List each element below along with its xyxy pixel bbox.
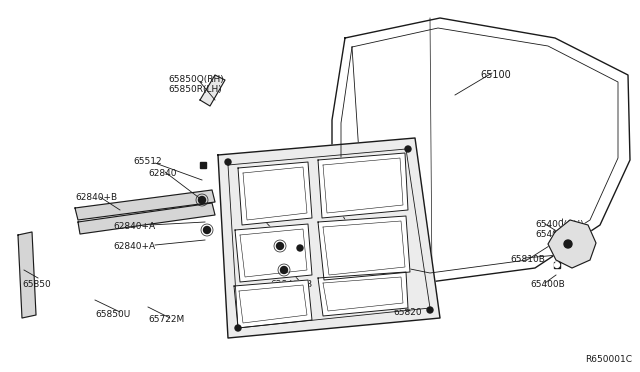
Circle shape	[297, 245, 303, 251]
Text: 62840+A: 62840+A	[113, 222, 155, 231]
Polygon shape	[548, 220, 596, 268]
Polygon shape	[78, 203, 215, 234]
Text: 65400(RH): 65400(RH)	[535, 220, 584, 229]
Polygon shape	[18, 232, 36, 318]
Text: 62840+B: 62840+B	[75, 193, 117, 202]
Text: 65850U: 65850U	[95, 310, 131, 319]
Polygon shape	[318, 216, 410, 280]
Text: 65100: 65100	[480, 70, 511, 80]
Polygon shape	[200, 75, 225, 106]
Text: 65710: 65710	[248, 215, 276, 224]
Text: 65850Q(RH): 65850Q(RH)	[168, 75, 224, 84]
Text: 65401(LH): 65401(LH)	[535, 230, 582, 239]
Polygon shape	[235, 224, 312, 282]
Circle shape	[405, 146, 411, 152]
Text: 65820: 65820	[393, 308, 422, 317]
Text: 62840+A: 62840+A	[113, 242, 155, 251]
Text: R650001C: R650001C	[585, 355, 632, 364]
Circle shape	[204, 227, 211, 234]
Text: 62840+B: 62840+B	[270, 280, 312, 289]
Text: 65512: 65512	[133, 157, 162, 166]
Polygon shape	[234, 280, 312, 328]
Polygon shape	[75, 190, 215, 220]
Circle shape	[564, 240, 572, 248]
Text: 65810B: 65810B	[510, 255, 545, 264]
Circle shape	[198, 196, 205, 203]
Polygon shape	[332, 18, 630, 282]
Text: 65722M: 65722M	[148, 315, 184, 324]
Polygon shape	[238, 162, 312, 225]
Circle shape	[427, 307, 433, 313]
Text: 65820E: 65820E	[255, 315, 289, 324]
Circle shape	[235, 325, 241, 331]
Text: 62840: 62840	[148, 169, 177, 178]
Circle shape	[554, 263, 559, 267]
Polygon shape	[218, 138, 440, 338]
Text: 62840: 62840	[268, 240, 296, 249]
Text: 65400B: 65400B	[530, 280, 564, 289]
Circle shape	[276, 243, 284, 250]
Polygon shape	[318, 272, 408, 316]
Circle shape	[225, 159, 231, 165]
Circle shape	[280, 266, 287, 273]
Text: 65850: 65850	[22, 280, 51, 289]
Polygon shape	[318, 153, 408, 218]
Text: 65850R(LH): 65850R(LH)	[168, 85, 221, 94]
